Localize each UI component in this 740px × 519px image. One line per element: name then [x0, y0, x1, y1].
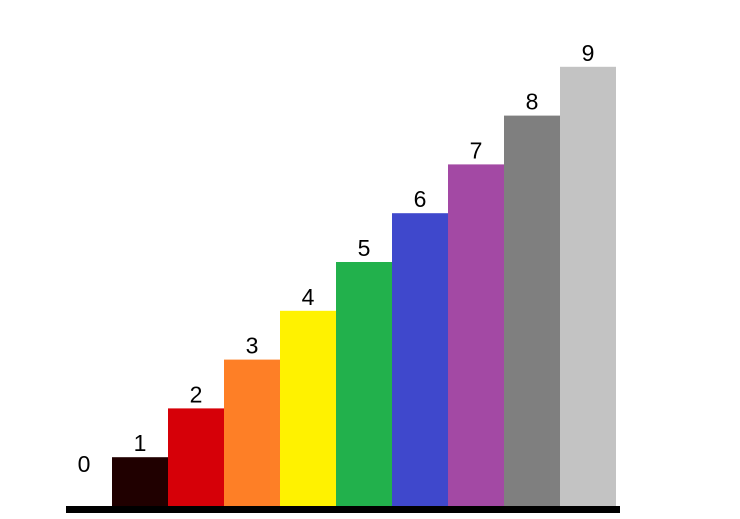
- bar-3: [224, 359, 280, 506]
- bar-2: [168, 408, 224, 506]
- bar-8: [504, 115, 560, 506]
- data-label-2: 2: [190, 381, 203, 407]
- bar-4: [280, 310, 336, 506]
- bar-1: [112, 457, 168, 506]
- data-label-5: 5: [358, 235, 371, 261]
- data-label-3: 3: [246, 333, 259, 359]
- data-label-4: 4: [302, 284, 315, 310]
- bar-9: [560, 66, 616, 507]
- data-labels-group: 0 1 2 3 4 5 6 7 8 9: [78, 40, 595, 477]
- data-label-9: 9: [582, 40, 595, 66]
- bar-5: [336, 262, 392, 506]
- bars-group: [112, 66, 616, 507]
- bar-6: [392, 213, 448, 506]
- x-axis-baseline: [66, 506, 620, 513]
- data-label-7: 7: [470, 137, 483, 163]
- data-label-1: 1: [134, 430, 147, 456]
- data-label-0: 0: [78, 451, 91, 477]
- data-label-6: 6: [414, 186, 427, 212]
- bar-7: [448, 164, 504, 506]
- data-label-8: 8: [526, 89, 539, 115]
